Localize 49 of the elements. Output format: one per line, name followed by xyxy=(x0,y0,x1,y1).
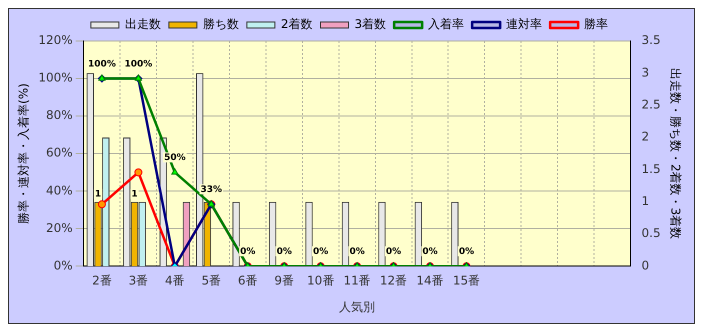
legend-label: 勝率 xyxy=(584,17,608,32)
x-tick-label: 10番 xyxy=(307,274,334,288)
x-tick-label: 2番 xyxy=(92,274,112,288)
data-label: 100% xyxy=(124,59,152,70)
data-label: 0% xyxy=(422,247,438,258)
y2-tick-label: 0.5 xyxy=(642,226,661,240)
y-tick-label: 120% xyxy=(38,33,73,48)
legend-label: 入着率 xyxy=(428,17,464,32)
x-tick-label: 3番 xyxy=(128,274,148,288)
legend-label: 出走数 xyxy=(124,17,161,32)
data-label: 0% xyxy=(313,247,328,258)
x-tick-label: 9番 xyxy=(274,274,294,288)
legend-label: 連対率 xyxy=(506,17,542,32)
legend-label: 2着数 xyxy=(280,17,313,32)
data-label: 0% xyxy=(349,247,365,258)
y-tick-label: 80% xyxy=(46,108,73,122)
data-label: 0% xyxy=(276,247,292,258)
x-tick-label: 14番 xyxy=(416,274,444,288)
x-tick-label: 4番 xyxy=(165,274,185,288)
y2-tick-label: 2 xyxy=(642,130,650,144)
data-label: 1 xyxy=(131,190,138,200)
y-axis-title: 勝率・連対率・入着率(%) xyxy=(16,83,30,224)
y2-tick-label: 3 xyxy=(642,65,650,80)
x-tick-label: 5番 xyxy=(201,274,222,288)
legend-label: 3着数 xyxy=(354,17,386,32)
y-tick-label: 0% xyxy=(54,258,73,272)
x-tick-label: 6番 xyxy=(238,274,258,288)
y2-tick-label: 0 xyxy=(642,258,650,272)
data-label: 50% xyxy=(164,153,186,164)
y2-tick-label: 1.5 xyxy=(642,162,661,176)
y-tick-label: 60% xyxy=(46,146,73,160)
data-label: 0% xyxy=(240,247,256,258)
y-tick-label: 20% xyxy=(46,220,73,235)
y-tick-label: 100% xyxy=(38,70,73,85)
y2-tick-label: 3.5 xyxy=(642,33,661,48)
x-tick-label: 12番 xyxy=(380,274,408,288)
data-label: 1 xyxy=(94,190,102,200)
y-tick-label: 40% xyxy=(46,183,73,198)
legend-label: 勝ち数 xyxy=(202,17,239,32)
x-axis-title: 人気別 xyxy=(339,300,376,314)
x-tick-label: 11番 xyxy=(343,274,371,288)
x-tick-label: 15番 xyxy=(452,274,480,288)
y2-axis-title: 出走数・勝ち数・2着数・3着数 xyxy=(668,68,683,240)
data-label: 0% xyxy=(386,247,402,258)
data-label: 33% xyxy=(200,185,222,196)
data-label: 100% xyxy=(88,59,116,70)
data-label: 0% xyxy=(458,247,474,258)
y2-tick-label: 1 xyxy=(642,194,650,208)
y2-tick-label: 2.5 xyxy=(642,97,661,112)
